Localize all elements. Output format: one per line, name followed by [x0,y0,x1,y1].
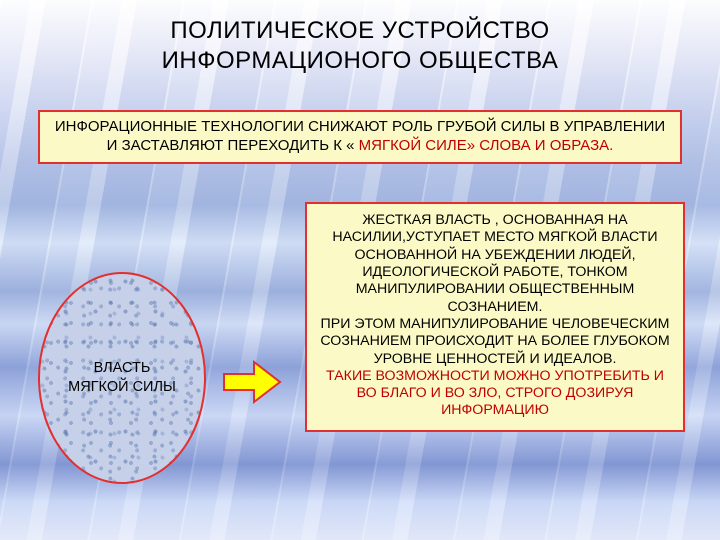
oval-label-line-2: МЯГКОЙ СИЛЫ [68,379,176,395]
slide-title: ПОЛИТИЧЕСКОЕ УСТРОЙСТВО ИНФОРМАЦИОНОГО О… [0,16,720,76]
oval-shape: ВЛАСТЬ МЯГКОЙ СИЛЫ [38,272,206,484]
title-line-1: ПОЛИТИЧЕСКОЕ УСТРОЙСТВО [170,17,549,44]
arrow-right-icon [222,360,282,404]
title-line-2: ИНФОРМАЦИОНОГО ОБЩЕСТВА [162,47,559,74]
slide: ПОЛИТИЧЕСКОЕ УСТРОЙСТВО ИНФОРМАЦИОНОГО О… [0,0,720,540]
top-callout-box: ИНФОРАЦИОННЫЕ ТЕХНОЛОГИИ СНИЖАЮТ РОЛЬ ГР… [38,110,682,164]
oval-label: ВЛАСТЬ МЯГКОЙ СИЛЫ [68,359,176,397]
arrow-polygon [224,362,280,402]
right-callout-text-red: ТАКИЕ ВОЗМОЖНОСТИ МОЖНО УПОТРЕБИТЬ И ВО … [319,368,671,420]
oval-container: ВЛАСТЬ МЯГКОЙ СИЛЫ [38,272,206,484]
top-callout-text-red: МЯГКОЙ СИЛЕ» СЛОВА И ОБРАЗА. [355,137,614,154]
right-callout-box: ЖЕСТКАЯ ВЛАСТЬ , ОСНОВАННАЯ НА НАСИЛИИ,У… [305,202,685,432]
oval-label-line-1: ВЛАСТЬ [94,360,151,376]
right-callout-text-black: ЖЕСТКАЯ ВЛАСТЬ , ОСНОВАННАЯ НА НАСИЛИИ,У… [319,212,671,368]
